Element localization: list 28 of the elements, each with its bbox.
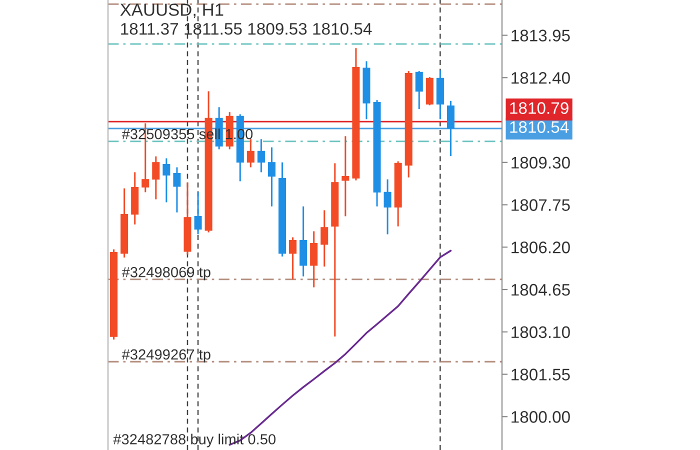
candlestick xyxy=(194,191,202,236)
y-tick-label: 1809.30 xyxy=(512,156,570,169)
candlestick xyxy=(320,209,328,268)
candlestick xyxy=(268,146,276,208)
ref-line-label: 1810.54 xyxy=(510,121,569,133)
y-tick-label: 1801.55 xyxy=(512,368,570,380)
y-tick-label: 1806.20 xyxy=(512,242,570,254)
chart-title: XAUUSD, H1 xyxy=(120,4,224,18)
candlestick xyxy=(310,230,318,288)
candlestick xyxy=(415,70,423,110)
y-tick-label: 1800.00 xyxy=(512,411,570,423)
candlestick xyxy=(342,135,350,218)
ref-line-label: #32499267 tp xyxy=(122,349,210,362)
candlestick xyxy=(246,138,254,168)
candlestick xyxy=(384,178,392,236)
ref-line-label: 1810.79 xyxy=(510,102,568,114)
candlestick xyxy=(162,158,170,204)
y-tick-label: 1813.95 xyxy=(512,30,570,42)
candlestick xyxy=(152,156,160,200)
candlestick xyxy=(446,100,454,157)
candlestick xyxy=(173,166,181,214)
y-tick-label: 1807.75 xyxy=(512,199,570,211)
y-tick-label: 1803.10 xyxy=(512,326,570,338)
candlestick xyxy=(289,236,297,280)
text: 1811.37 1811.55 1809.53 1810.54 xyxy=(121,22,372,35)
y-tick-label: 1804.65 xyxy=(512,284,570,296)
y-tick-label: 1812.40 xyxy=(512,72,570,84)
candlestick xyxy=(257,138,265,173)
